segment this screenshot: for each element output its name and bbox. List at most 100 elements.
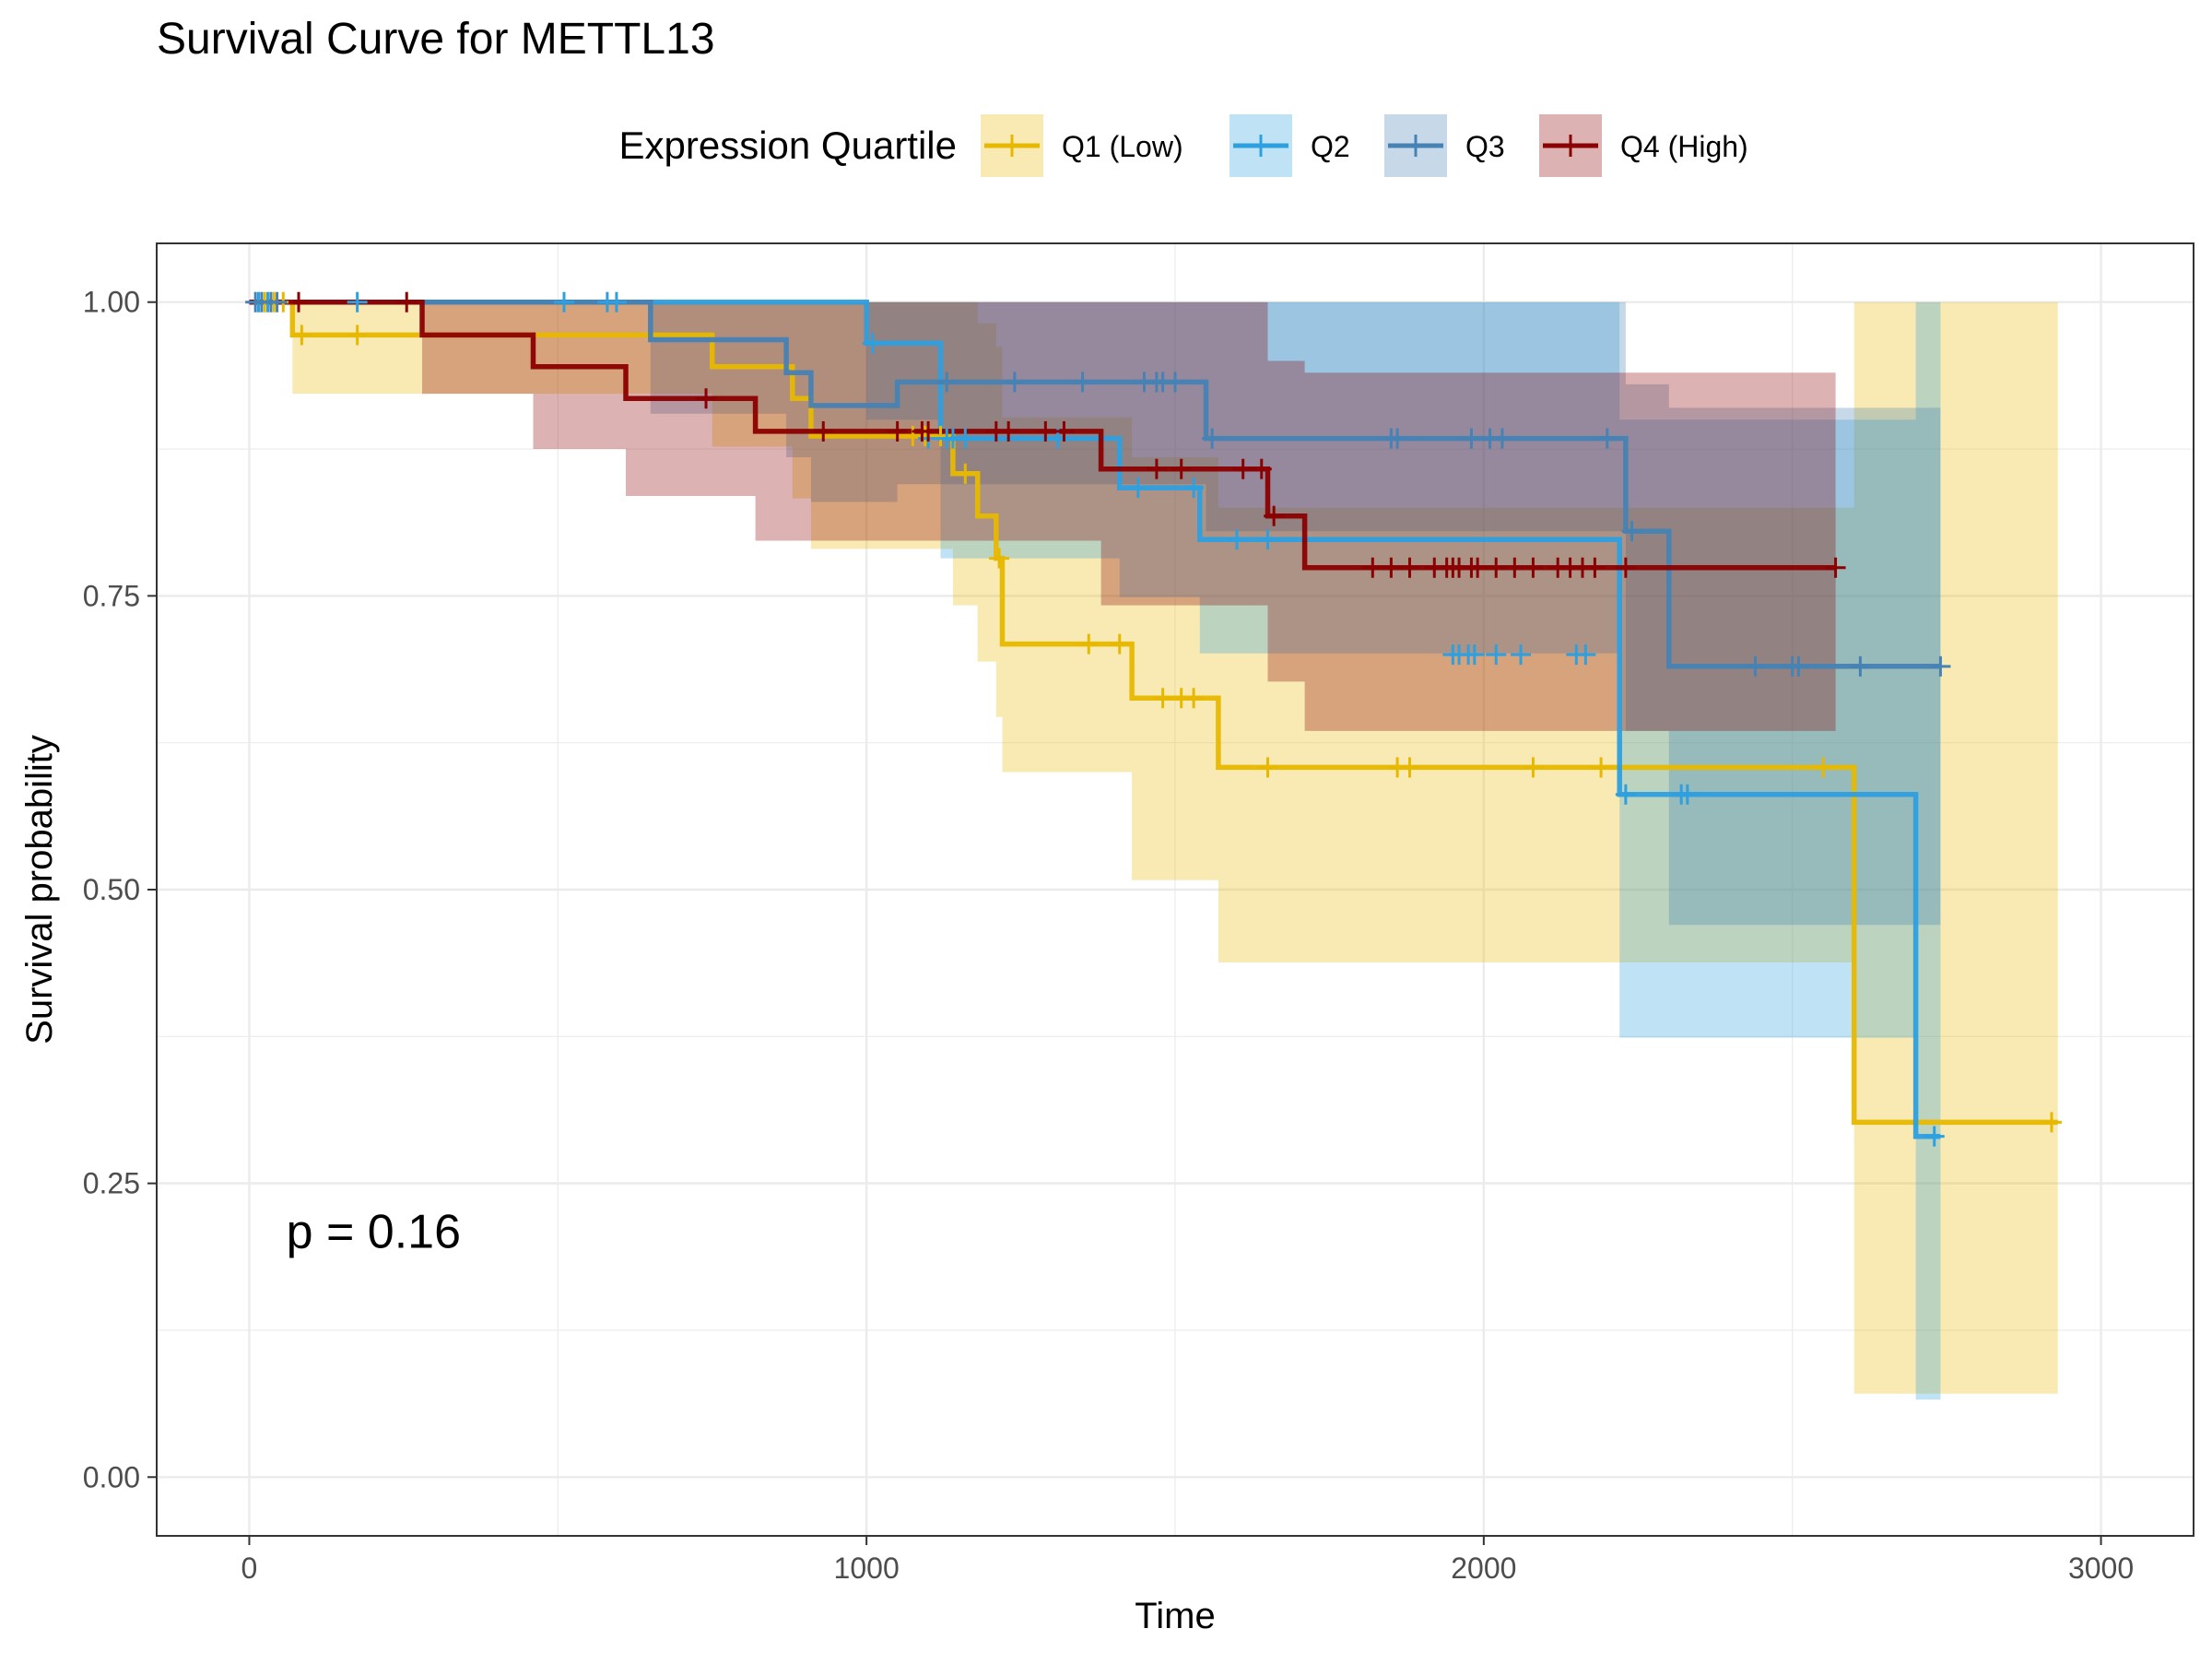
censor-mark — [989, 548, 1010, 569]
censor-mark — [1677, 784, 1698, 805]
y-tick-label: 0.00 — [83, 1460, 140, 1493]
legend-item: Q2 — [1230, 114, 1350, 177]
x-tick-label: 1000 — [834, 1552, 900, 1585]
censor-mark — [266, 291, 288, 313]
censor-mark — [1232, 458, 1253, 479]
censor-mark — [347, 325, 368, 346]
legend: Expression Quartile Q1 (Low) Q2 Q3 Q4 (High… — [619, 114, 1748, 177]
legend-label: Q1 (Low) — [1062, 130, 1183, 163]
censor-mark — [1584, 557, 1606, 578]
censor-mark — [1146, 458, 1167, 479]
confidence-band — [249, 301, 1836, 731]
confidence-band — [249, 301, 1941, 1400]
censor-mark — [1053, 420, 1075, 442]
censor-mark — [1930, 655, 1951, 677]
censor-mark — [1486, 557, 1507, 578]
confidence-band — [249, 301, 1941, 926]
x-axis: 0 1000 2000 3000 — [241, 1536, 2134, 1585]
confidence-band — [249, 301, 2058, 1394]
censor-mark — [1467, 557, 1488, 578]
censor-mark — [1486, 644, 1507, 666]
legend-label: Q2 — [1311, 130, 1350, 163]
y-tick-label: 0.50 — [83, 873, 140, 906]
censor-mark — [1072, 372, 1093, 393]
censor-mark — [1399, 557, 1420, 578]
censor-mark — [396, 291, 418, 313]
censor-mark — [1127, 478, 1148, 499]
censor-mark — [1825, 557, 1846, 578]
censor-mark — [1183, 478, 1205, 499]
survival-curve — [249, 299, 1836, 571]
censor-marks — [245, 291, 2062, 1147]
censor-mark — [2041, 1112, 2062, 1133]
censor-mark — [1591, 757, 1612, 778]
censor-mark — [1109, 633, 1130, 655]
censor-mark — [1788, 655, 1809, 677]
censor-mark — [1171, 458, 1192, 479]
censor-mark — [1504, 557, 1525, 578]
survival-curve — [249, 299, 2058, 1126]
censor-mark — [1615, 784, 1636, 805]
y-tick-label: 0.25 — [83, 1167, 140, 1200]
censor-mark — [862, 333, 883, 354]
legend-label: Q4 (High) — [1620, 130, 1748, 163]
censor-mark — [554, 291, 574, 313]
censor-mark — [1362, 557, 1383, 578]
censor-mark — [955, 428, 976, 449]
censor-mark — [1183, 688, 1205, 709]
x-tick-label: 2000 — [1451, 1552, 1516, 1585]
censor-mark — [1226, 529, 1247, 550]
censor-mark — [1165, 372, 1185, 393]
censor-mark — [1257, 529, 1278, 550]
censor-mark — [1399, 757, 1420, 778]
x-tick-label: 3000 — [2068, 1552, 2134, 1585]
x-axis-label: Time — [1135, 1596, 1215, 1636]
censor-mark — [813, 420, 834, 442]
censor-mark — [1813, 757, 1834, 778]
censor-mark — [288, 291, 310, 313]
censor-mark — [606, 291, 627, 313]
censor-mark — [1251, 458, 1272, 479]
censor-mark — [1461, 428, 1482, 449]
x-tick-label: 0 — [241, 1552, 258, 1585]
censor-mark — [1257, 757, 1278, 778]
censor-mark — [1004, 372, 1025, 393]
legend-title: Expression Quartile — [619, 124, 958, 167]
censor-mark — [936, 372, 958, 393]
y-tick-label: 0.75 — [83, 579, 140, 612]
censor-mark — [1745, 655, 1766, 677]
censor-mark — [1511, 644, 1532, 666]
censor-mark — [1596, 428, 1618, 449]
censor-mark — [1387, 428, 1408, 449]
censor-mark — [887, 420, 908, 442]
y-axis: 0.00 0.25 0.50 0.75 1.00 — [83, 286, 157, 1493]
censor-mark — [1464, 644, 1485, 666]
confidence-bands — [249, 301, 2058, 1400]
censor-mark — [1850, 655, 1871, 677]
censor-mark — [1152, 688, 1173, 709]
censor-mark — [347, 291, 368, 313]
censor-mark — [955, 463, 976, 484]
censor-mark — [1078, 633, 1100, 655]
censor-mark — [291, 325, 312, 346]
y-axis-label: Survival probability — [19, 735, 60, 1044]
censor-mark — [1615, 557, 1636, 578]
censor-mark — [1924, 1126, 1945, 1147]
censor-mark — [1264, 505, 1285, 526]
legend-item: Q4 (High) — [1539, 114, 1748, 177]
censor-mark — [1202, 428, 1223, 449]
censor-mark — [1035, 420, 1056, 442]
legend-item: Q3 — [1384, 114, 1505, 177]
censor-mark — [918, 420, 939, 442]
chart-title: Survival Curve for METTL13 — [157, 15, 715, 64]
censor-mark — [1523, 757, 1544, 778]
censor-mark — [1381, 557, 1402, 578]
legend-item: Q1 (Low) — [981, 114, 1183, 177]
censor-mark — [1575, 644, 1596, 666]
censor-mark — [1491, 428, 1512, 449]
censor-mark — [696, 388, 717, 409]
y-tick-label: 1.00 — [83, 286, 140, 319]
p-value-annotation: p = 0.16 — [287, 1206, 461, 1259]
